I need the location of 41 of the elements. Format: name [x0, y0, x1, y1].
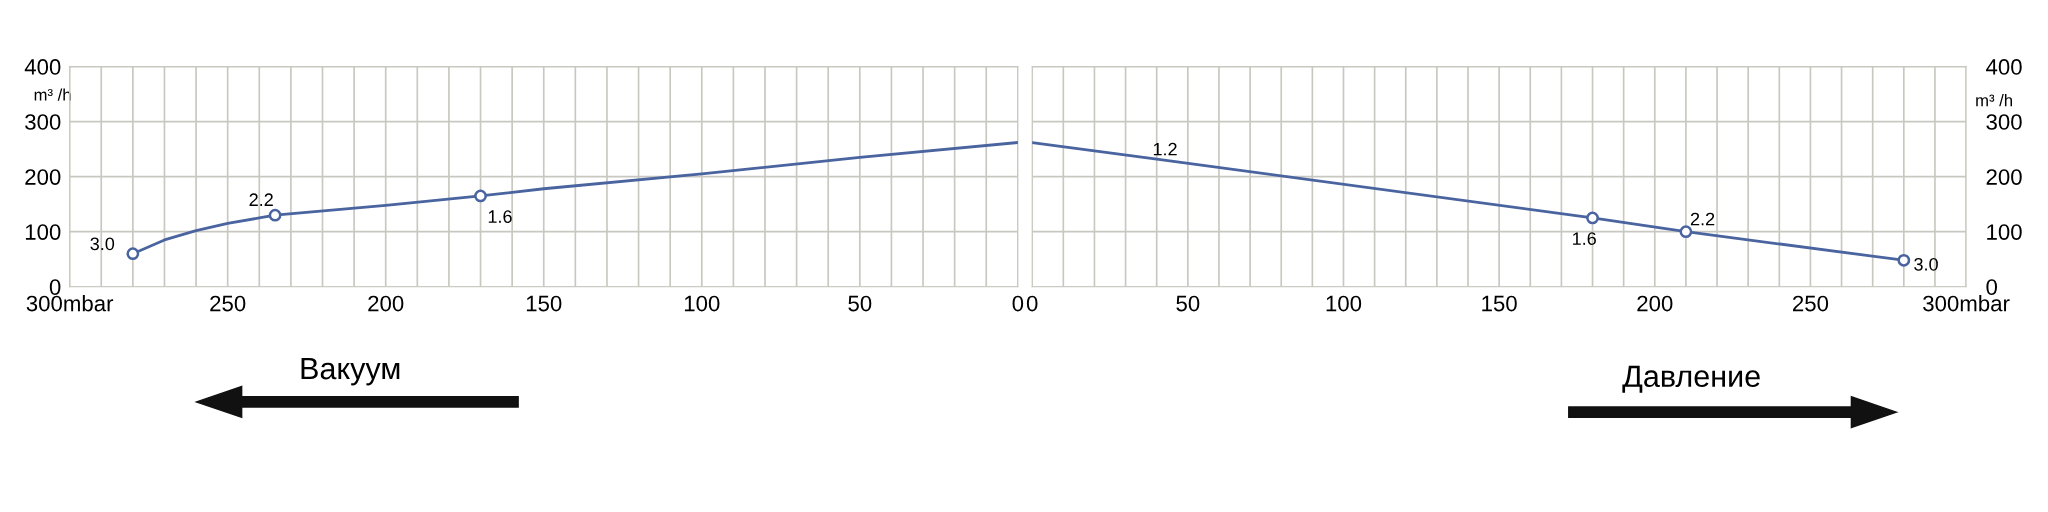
x-tick-label: 250: [1793, 295, 1829, 312]
y-tick-label: 100: [25, 224, 61, 240]
x-tick-label: 50: [1176, 295, 1200, 312]
y-tick-label: 200: [1986, 169, 2022, 185]
annotation: 1.6: [1573, 232, 1596, 245]
x-tick-label: 200: [1637, 295, 1673, 312]
y-tick-label: 400: [24, 59, 61, 75]
point: [1679, 225, 1693, 239]
point: [1586, 211, 1599, 225]
x-tick-label: 0: [1012, 295, 1024, 312]
annotation: 1.2: [1153, 142, 1177, 156]
point: [1897, 253, 1911, 267]
x-tick-label: 300mbar: [26, 295, 114, 312]
y-tick-label: 300: [1986, 114, 2022, 130]
x-tick-label: 0: [1026, 295, 1038, 312]
annotation: 1.6: [488, 210, 512, 223]
point: [268, 208, 282, 222]
x-tick-label: 150: [526, 295, 562, 312]
x-tick-label: 250: [210, 295, 246, 312]
x-tick-label: 300mbar: [1923, 295, 2010, 312]
y-tick-label: 0: [1986, 279, 1998, 295]
y-tick-label: 400: [1986, 59, 2022, 75]
y-tick-label: 300: [25, 114, 61, 130]
annotation: 3.0: [1914, 257, 1938, 271]
x-tick-label: 100: [1326, 295, 1362, 312]
y-axis-title: m³ /h: [1976, 94, 2012, 107]
point: [474, 189, 487, 203]
y-axis-title: m³ /h: [34, 88, 71, 101]
annotation: 3.0: [90, 237, 115, 251]
point: [126, 247, 140, 261]
x-tick-label: 50: [848, 295, 872, 312]
annotation: 2.2: [249, 193, 273, 206]
x-tick-label: 100: [684, 295, 720, 312]
text: Давление: [1622, 365, 1760, 393]
text: Вакуум: [301, 358, 400, 386]
y-tick-label: 200: [25, 169, 61, 185]
x-tick-label: 150: [1482, 295, 1517, 312]
y-tick-label: 100: [1987, 224, 2022, 240]
x-tick-label: 200: [368, 295, 404, 312]
y-tick-label: 0: [49, 279, 61, 295]
annotation: 2.2: [1690, 212, 1715, 226]
